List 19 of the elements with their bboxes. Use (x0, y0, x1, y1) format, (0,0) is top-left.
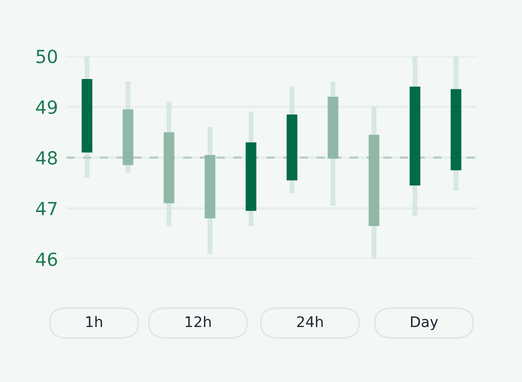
candlestick (164, 102, 174, 226)
text: 1h (86, 316, 102, 328)
candlestick (246, 112, 256, 226)
candlestick (204, 127, 216, 254)
candlestick (450, 56, 462, 191)
y-tick-label: 49 (36, 100, 57, 114)
text: 24h (297, 316, 323, 328)
y-tick-label: 50 (36, 50, 57, 64)
candlestick (328, 82, 338, 206)
candlestick (82, 56, 92, 178)
candlestick (286, 86, 298, 194)
candlestick (410, 56, 420, 216)
candlestick (368, 106, 380, 259)
y-tick-label: 48 (36, 151, 57, 165)
y-tick-label: 46 (36, 252, 58, 266)
y-tick-label: 47 (36, 202, 57, 216)
text: 12h (186, 316, 211, 328)
text: Day (411, 316, 438, 330)
candlestick (122, 82, 134, 173)
